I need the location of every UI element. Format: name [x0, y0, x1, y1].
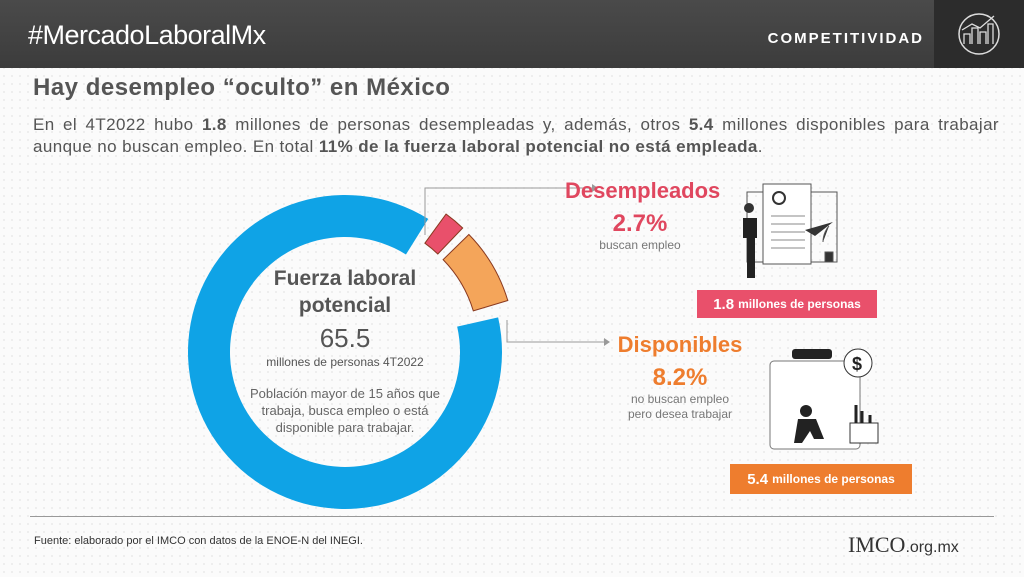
desempleados-count-badge: 1.8 millones de personas [697, 290, 877, 318]
center-value: 65.5 [319, 323, 371, 353]
disponibles-count-badge: 5.4 millones de personas [730, 464, 912, 494]
donut-center-label: Fuerza laboral potencial 65.5 millones d… [235, 265, 455, 436]
svg-text:$: $ [852, 354, 862, 374]
desempleados-desc: buscan empleo [599, 238, 681, 252]
intro-paragraph: En el 4T2022 hubo 1.8 millones de person… [33, 115, 999, 156]
desempleados-title: Desempleados [565, 178, 721, 203]
disponibles-desc-1: no buscan empleo [630, 392, 730, 406]
desempleados-block: Desempleados 2.7% buscan empleo [565, 178, 721, 253]
desempleados-pct: 2.7% [612, 210, 668, 237]
connector-desempleados [424, 187, 595, 235]
center-description: Población mayor de 15 años que trabaja, … [249, 386, 441, 435]
donut-slice-desempleados [424, 213, 464, 255]
competitividad-icon [934, 0, 1024, 68]
center-unit: millones de personas 4T2022 [266, 355, 424, 369]
disponibles-desc-2: pero desea trabajar [627, 407, 733, 421]
donut-slice-disponibles [442, 233, 509, 312]
source-note: Fuente: elaborado por el IMCO con datos … [34, 535, 363, 547]
page-title: Hay desempleo “oculto” en México [33, 74, 451, 101]
hashtag: #MercadoLaboralMx [28, 20, 266, 50]
header-bar: #MercadoLaboralMx COMPETITIVIDAD [0, 0, 1024, 68]
disponibles-title: Disponibles [617, 332, 743, 357]
connector-disponibles [506, 320, 605, 343]
footer-divider [30, 516, 994, 517]
section-label: COMPETITIVIDAD [767, 30, 924, 47]
briefcase-illustration: $ [769, 348, 879, 450]
disponibles-pct: 8.2% [652, 364, 708, 391]
disponibles-block: Disponibles 8.2% no buscan empleo pero d… [600, 332, 760, 422]
center-title: Fuerza laboral potencial [273, 267, 417, 317]
imco-logo[interactable]: IMCO.org.mx [848, 532, 959, 557]
job-seeker-illustration [743, 183, 838, 278]
